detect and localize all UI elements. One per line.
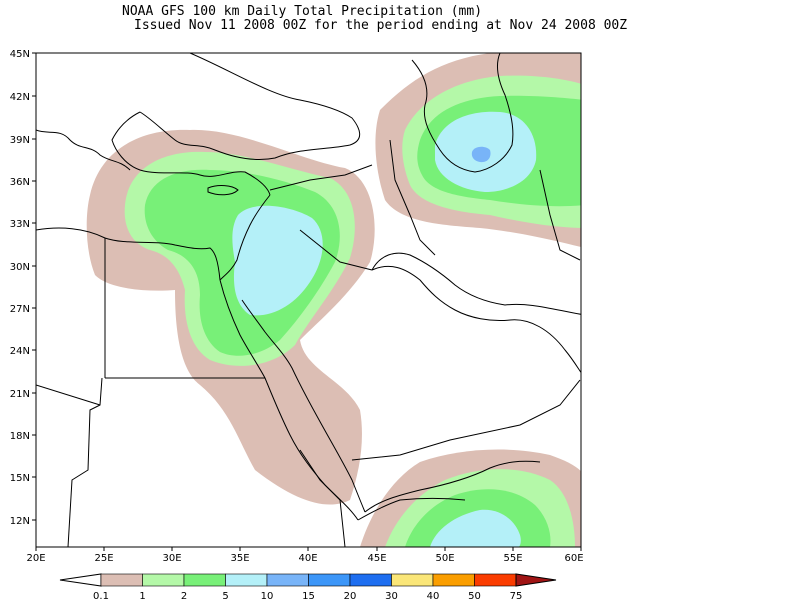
lon-label: 45E (367, 553, 386, 564)
legend-swatch (266, 573, 309, 587)
lat-label: 36N (10, 177, 30, 188)
lon-label: 25E (94, 553, 113, 564)
lon-label: 40E (298, 553, 317, 564)
sudan-ethiopia-border (299, 449, 346, 547)
legend-label: 30 (385, 591, 398, 600)
legend-label: 2 (181, 591, 187, 600)
somalia-coast (357, 498, 466, 521)
borders (36, 139, 581, 547)
aegean-coast (36, 129, 131, 171)
legend-swatch (515, 573, 557, 587)
lat-label: 15N (10, 473, 30, 484)
legend-swatch (432, 573, 475, 587)
lat-label: 33N (10, 219, 30, 230)
lat-label: 42N (10, 92, 30, 103)
lon-label: 35E (230, 553, 249, 564)
lat-label: 21N (10, 389, 30, 400)
precip-caspian-blue (471, 146, 491, 163)
legend-swatch (391, 573, 434, 587)
legend-swatch (59, 573, 102, 587)
caspian-coast (411, 53, 514, 173)
precip-legend: 0.1 1 2 5 10 15 20 30 40 50 75 (59, 573, 557, 600)
legend-label: 1 (139, 591, 145, 600)
anatolia-south-coast (111, 111, 271, 196)
saudi-iraq-border (299, 229, 373, 271)
legend-label: 50 (468, 591, 481, 600)
lon-label: 50E (435, 553, 454, 564)
legend-label: 75 (510, 591, 523, 600)
black-sea-coast (139, 53, 361, 161)
levant-coast (219, 194, 271, 281)
sudan-chad-border (67, 377, 103, 547)
iran-east-border (539, 169, 581, 261)
lat-label: 18N (10, 431, 30, 442)
lat-label: 24N (10, 346, 30, 357)
lat-axis: 45N 42N 39N 36N 33N 30N 27N 24N 21N 18N … (10, 49, 36, 527)
lon-label: 20E (26, 553, 45, 564)
legend-label: 0.1 (93, 591, 109, 600)
lat-label: 27N (10, 304, 30, 315)
legend-swatch (183, 573, 226, 587)
legend-swatch (474, 573, 517, 587)
legend-swatch (100, 573, 143, 587)
map-title-line1: NOAA GFS 100 km Daily Total Precipitatio… (122, 4, 483, 19)
lat-label: 39N (10, 135, 30, 146)
libya-egypt-coast (36, 227, 221, 281)
precip-aden-lightblue (430, 509, 521, 547)
legend-label: 20 (344, 591, 357, 600)
precip-levant-lightblue (232, 205, 323, 316)
precip-field (86, 53, 581, 547)
lat-label: 45N (10, 49, 30, 60)
persian-gulf-north (371, 252, 581, 315)
lat-label: 30N (10, 262, 30, 273)
legend-swatch (225, 573, 268, 587)
red-sea-east (241, 299, 366, 513)
cyprus (207, 185, 239, 196)
legend-label: 15 (302, 591, 315, 600)
lon-label: 55E (503, 553, 522, 564)
arabia-east-coast (371, 265, 581, 374)
legend-swatch (142, 573, 185, 587)
gulf-of-aden-coast (364, 460, 541, 513)
lon-label: 60E (564, 553, 583, 564)
lat-label: 12N (10, 516, 30, 527)
lon-label: 30E (162, 553, 181, 564)
turkey-syria-border (269, 164, 373, 191)
legend-swatch (349, 573, 392, 587)
map-title-line2: Issued Nov 11 2008 00Z for the period en… (134, 18, 628, 33)
legend-swatch (308, 573, 351, 587)
algeria-libya-border (36, 384, 101, 406)
legend-label: 5 (222, 591, 228, 600)
legend-label: 10 (261, 591, 274, 600)
legend-label: 40 (427, 591, 440, 600)
saudi-yemen-border (351, 379, 581, 461)
iran-iraq-border (389, 139, 436, 256)
lon-axis: 20E 25E 30E 35E 40E 45E 50E 55E 60E (26, 547, 584, 564)
